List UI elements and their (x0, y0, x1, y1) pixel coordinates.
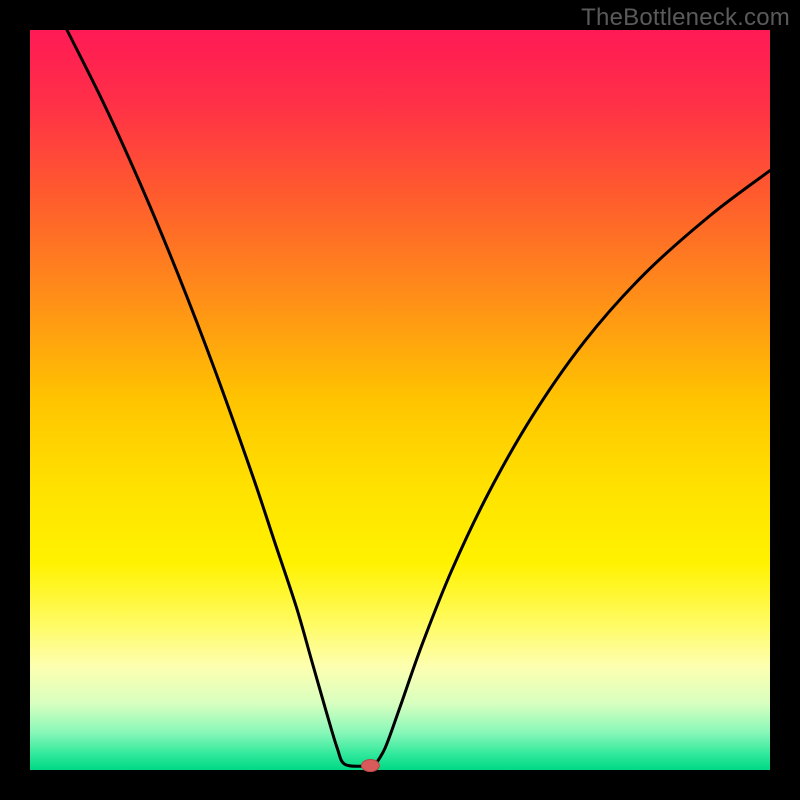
bottleneck-chart (0, 0, 800, 800)
chart-background (30, 30, 770, 770)
watermark-text: TheBottleneck.com (581, 4, 790, 32)
chart-container: TheBottleneck.com (0, 0, 800, 800)
optimum-marker (361, 760, 379, 772)
